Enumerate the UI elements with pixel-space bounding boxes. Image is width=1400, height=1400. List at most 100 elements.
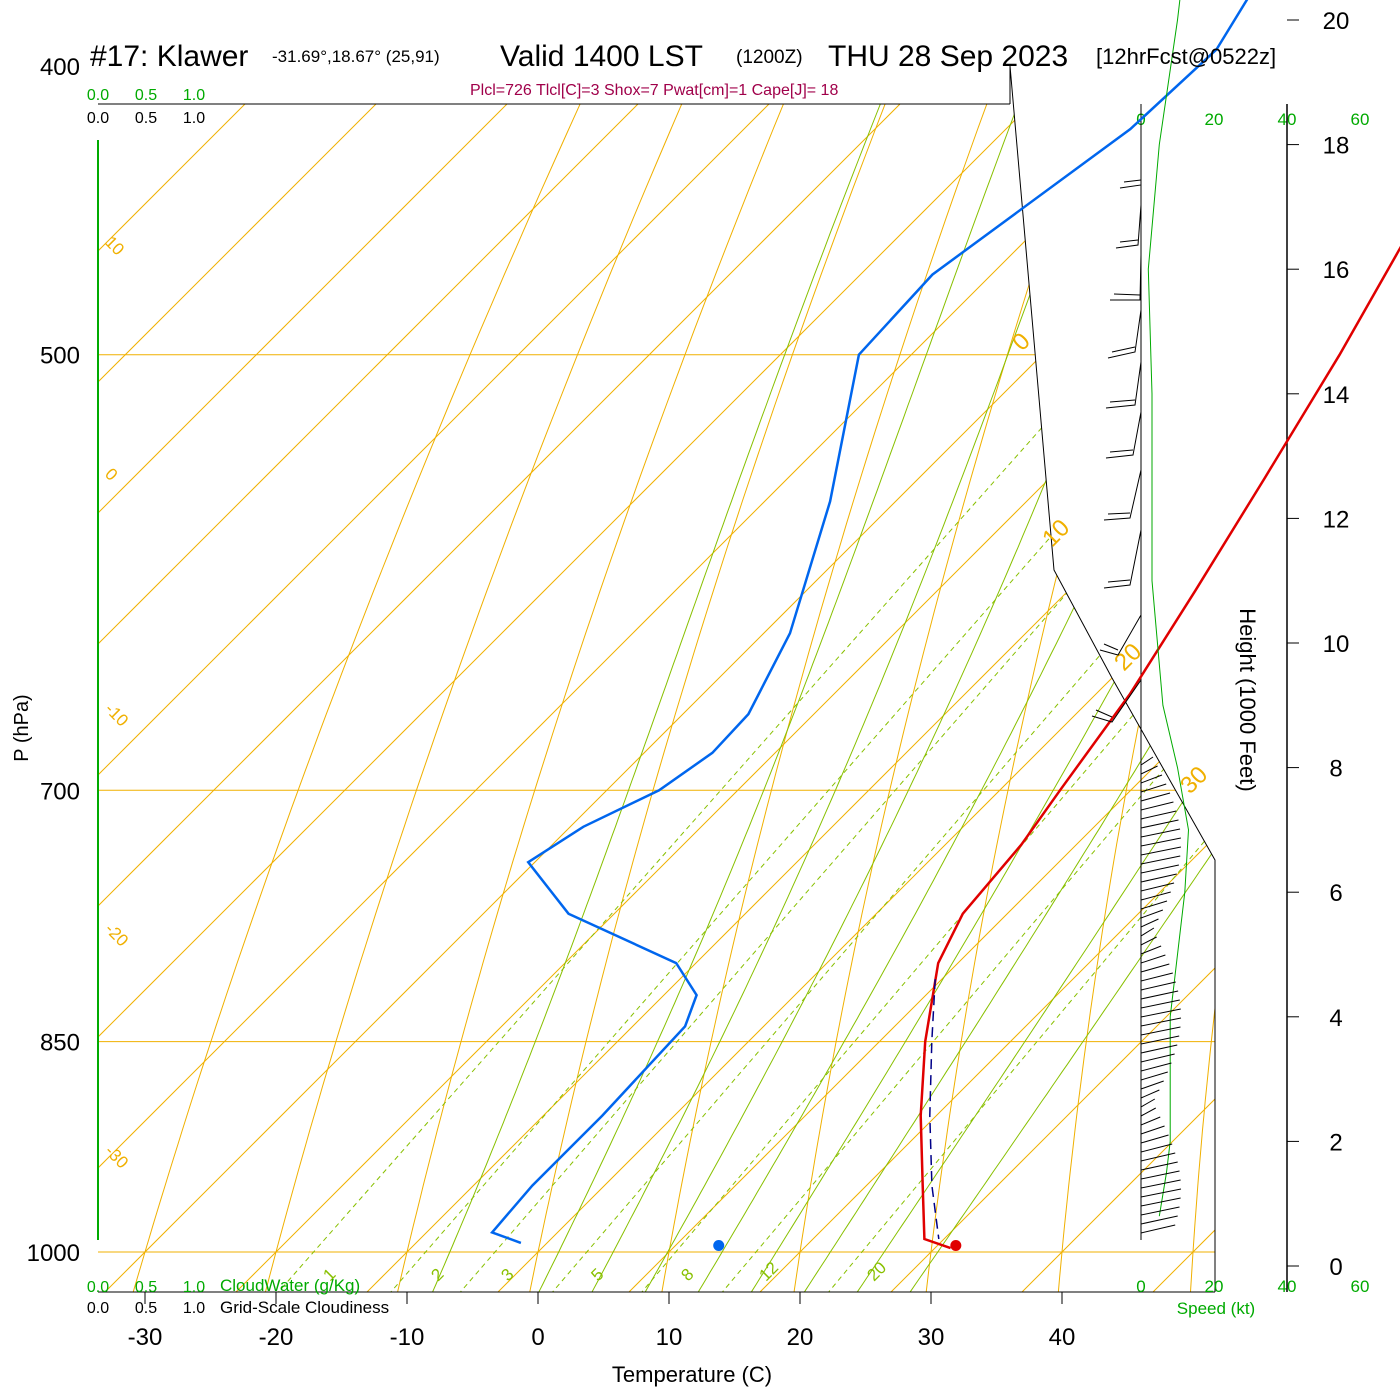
p-tick-label: 400 bbox=[40, 54, 80, 81]
wind-barb-feather bbox=[1107, 512, 1131, 515]
mixing-ratio-20 bbox=[809, 65, 1215, 1292]
wind-barb-feather bbox=[1109, 449, 1134, 453]
moist-adiabat-16 bbox=[683, 65, 1215, 1292]
cloudiness-scale-bottom: 0.0 bbox=[87, 1300, 109, 1317]
x-tick-label: -20 bbox=[259, 1324, 294, 1351]
cloud-scale-bottom: 1.0 bbox=[183, 1279, 205, 1296]
height-axis-label: Height (1000 Feet) bbox=[1235, 608, 1260, 791]
x-tick-label: 20 bbox=[787, 1324, 814, 1351]
isotherm-label-left: -30 bbox=[101, 1141, 132, 1172]
wind-barb-low bbox=[1140, 756, 1154, 766]
wind-barb-low bbox=[1140, 954, 1166, 964]
wind-barb-low bbox=[1140, 864, 1179, 874]
cloud-scale-bottom: 0.0 bbox=[87, 1279, 109, 1296]
dry-adiabat--30 bbox=[126, 65, 927, 1292]
wind-barb-low bbox=[1140, 990, 1179, 1000]
wind-barb bbox=[1105, 411, 1142, 459]
station-coords: -31.69°,18.67° (25,91) bbox=[272, 47, 440, 66]
wind-barb-feather bbox=[1119, 239, 1139, 243]
height-tick-label: 2 bbox=[1329, 1129, 1342, 1156]
speed-axis-label: Speed (kt) bbox=[1177, 1299, 1255, 1318]
isotherm-label-right: 30 bbox=[1175, 761, 1213, 799]
isotherm-30 bbox=[867, 65, 1215, 1292]
cloud-scale-top: 0.5 bbox=[135, 87, 157, 104]
height-tick-label: 0 bbox=[1329, 1254, 1342, 1281]
wind-barb-feather bbox=[1107, 579, 1131, 583]
wind-barb bbox=[1099, 614, 1142, 656]
utc-time: (1200Z) bbox=[736, 47, 803, 68]
x-axis-label: Temperature (C) bbox=[612, 1362, 772, 1387]
cloudiness-scale-top: 1.0 bbox=[183, 110, 205, 127]
wind-barb-low bbox=[1140, 963, 1170, 973]
isotherm--40 bbox=[98, 65, 1215, 1292]
moist-adiabat-32 bbox=[893, 65, 1215, 1292]
height-tick-label: 12 bbox=[1323, 506, 1350, 533]
moist-adiabat-4 bbox=[526, 65, 1215, 1292]
wind-barb bbox=[1103, 529, 1142, 589]
moist-adiabat-20 bbox=[736, 65, 1215, 1292]
height-tick-label: 10 bbox=[1323, 631, 1350, 658]
dry-adiabat--20 bbox=[258, 65, 1014, 1292]
frame-right bbox=[1009, 65, 1216, 1292]
wind-barb-low bbox=[1140, 909, 1164, 919]
stability-indices: Plcl=726 Tlcl[C]=3 Shox=7 Pwat[cm]=1 Cap… bbox=[470, 82, 839, 99]
wind-barb-low bbox=[1140, 819, 1179, 829]
cloud-scale-top: 1.0 bbox=[183, 87, 205, 104]
mixing-ratio-label: 2 bbox=[427, 1265, 447, 1285]
mixing-ratio-label: 3 bbox=[497, 1265, 517, 1285]
isotherm--60 bbox=[98, 65, 1215, 1292]
isotherm-label-left: 0 bbox=[101, 464, 121, 484]
wind-barb-low bbox=[1140, 1098, 1156, 1108]
isotherm-10 bbox=[605, 65, 1215, 1292]
wind-barb-low bbox=[1140, 1179, 1181, 1189]
wind-barb-low bbox=[1140, 882, 1175, 892]
wind-barb bbox=[1110, 254, 1142, 301]
moist-adiabat-8 bbox=[579, 65, 1215, 1292]
wind-barb-feather bbox=[1095, 709, 1113, 718]
wind-barb-low bbox=[1140, 1071, 1168, 1081]
wind-barb-low bbox=[1140, 1089, 1160, 1099]
wind-barb-feather bbox=[1111, 346, 1136, 353]
dry-adiabat-0 bbox=[524, 65, 1188, 1292]
speed-tick-bottom: 20 bbox=[1205, 1277, 1224, 1296]
height-tick-label: 8 bbox=[1329, 756, 1342, 783]
speed-tick-bottom: 60 bbox=[1351, 1277, 1370, 1296]
forecast-info: [12hrFcst@0522z] bbox=[1096, 44, 1277, 69]
mixing-ratio-5 bbox=[532, 65, 1215, 1292]
moist-adiabat-24 bbox=[788, 65, 1215, 1292]
wind-barb-low bbox=[1140, 1215, 1178, 1225]
moist-adiabat-28 bbox=[841, 65, 1215, 1292]
wind-barb-low bbox=[1140, 927, 1155, 937]
wind-barb-low bbox=[1140, 1107, 1156, 1117]
p-tick-label: 1000 bbox=[27, 1240, 80, 1267]
mixing-ratio-3 bbox=[440, 65, 1215, 1292]
p-tick-label: 850 bbox=[40, 1030, 80, 1057]
isotherm--80 bbox=[98, 65, 1215, 1292]
dry-adiabat-10 bbox=[657, 65, 1215, 1292]
wind-barb-low bbox=[1140, 900, 1168, 910]
isotherm--90 bbox=[98, 65, 1207, 1292]
mixing-ratio-label: 8 bbox=[677, 1265, 697, 1285]
wind-barb bbox=[1119, 140, 1142, 189]
wind-barb-low bbox=[1140, 1197, 1181, 1207]
x-tick-label: -30 bbox=[128, 1324, 163, 1351]
height-tick-label: 14 bbox=[1323, 382, 1350, 409]
valid-time: Valid 1400 LST bbox=[500, 40, 703, 73]
height-tick-label: 18 bbox=[1323, 133, 1350, 160]
wind-barb-low bbox=[1140, 1224, 1176, 1234]
x-tick-label: 0 bbox=[531, 1324, 544, 1351]
dry-adiabat-30 bbox=[923, 65, 1215, 1292]
wind-barb-feather bbox=[1123, 179, 1142, 183]
wind-barb-low bbox=[1140, 1206, 1180, 1216]
isotherm--100 bbox=[98, 65, 1076, 1292]
isotherm-0 bbox=[474, 65, 1215, 1292]
mixing-ratio-label: 20 bbox=[863, 1258, 890, 1285]
wind-barb-low bbox=[1140, 1080, 1164, 1090]
temperature-line bbox=[919, 245, 1400, 1250]
cloudiness-scale-top: 0.5 bbox=[135, 110, 157, 127]
wind-barb-low bbox=[1140, 1017, 1182, 1027]
wind-barb-low bbox=[1140, 945, 1162, 955]
isotherm-label-left: -20 bbox=[101, 919, 132, 950]
wind-barb-low bbox=[1140, 972, 1173, 982]
